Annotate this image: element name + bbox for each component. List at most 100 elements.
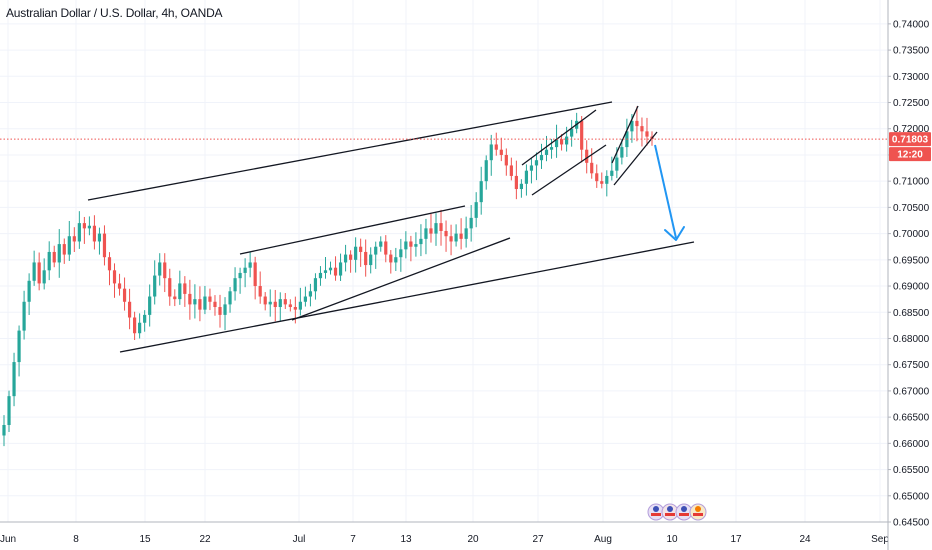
trendlines[interactable]	[87, 101, 695, 353]
candle-body	[203, 296, 207, 310]
candle-body	[198, 299, 202, 310]
candle-body	[474, 202, 478, 218]
candle-body	[122, 288, 127, 302]
candle-body	[399, 249, 403, 258]
x-tick-label: 7	[350, 534, 356, 545]
candle-body	[359, 246, 363, 252]
candle-body	[610, 170, 614, 176]
candle-body	[57, 244, 61, 263]
projection-arrow[interactable]	[654, 144, 685, 241]
candle-body	[570, 128, 574, 137]
trendline[interactable]	[531, 144, 607, 196]
candle-body	[52, 251, 56, 263]
y-tick-label: 0.64500	[893, 518, 930, 529]
candle-body	[424, 228, 428, 239]
event-icon-dot	[681, 506, 687, 512]
candle-body	[62, 244, 66, 255]
candle-body	[354, 246, 358, 260]
candle-body	[228, 291, 232, 305]
candle-body	[253, 262, 257, 287]
y-tick-label: 0.67000	[893, 386, 930, 397]
candle-body	[489, 144, 493, 161]
candle-body	[313, 278, 318, 292]
candle-body	[640, 126, 644, 132]
candle-body	[509, 165, 513, 176]
candle-body	[12, 362, 16, 397]
trendline[interactable]	[87, 101, 613, 201]
last-price-badge	[889, 132, 931, 147]
candle-body	[208, 296, 212, 302]
candle-body	[263, 296, 267, 305]
candle-body	[414, 244, 418, 247]
candle-body	[554, 139, 559, 148]
x-tick-label: 10	[666, 534, 678, 545]
event-icon-dot	[695, 506, 701, 512]
candle-body	[183, 283, 187, 294]
candle-body	[544, 149, 549, 155]
candle-body	[238, 272, 242, 279]
candle-body	[519, 183, 523, 190]
x-tick-label: Jun	[0, 534, 16, 545]
trendline[interactable]	[239, 205, 466, 255]
trendline[interactable]	[291, 237, 511, 321]
y-tick-label: 0.70000	[893, 229, 930, 240]
candle-body	[218, 307, 222, 315]
candle-body	[293, 307, 297, 310]
candle-body	[620, 147, 624, 158]
trendline[interactable]	[611, 105, 639, 164]
candle-body	[273, 301, 277, 308]
candle-body	[565, 136, 569, 145]
trendline[interactable]	[119, 241, 695, 353]
candle-body	[193, 299, 197, 305]
candle-body	[92, 225, 97, 242]
y-tick-label: 0.68500	[893, 308, 930, 319]
candle-body	[47, 251, 51, 271]
event-icon-dot	[653, 506, 659, 512]
y-tick-label: 0.67500	[893, 360, 930, 371]
candle-body	[143, 314, 147, 323]
x-tick-label: Aug	[594, 534, 612, 545]
candle-body	[374, 246, 378, 255]
candle-body	[173, 296, 177, 300]
x-tick-label: 22	[199, 534, 211, 545]
candle-body	[213, 301, 217, 308]
trendline[interactable]	[613, 131, 658, 186]
candle-body	[102, 233, 107, 258]
candle-body	[278, 299, 282, 308]
chart-title: Australian Dollar / U.S. Dollar, 4h, OAN…	[6, 6, 223, 20]
x-tick-label: 15	[139, 534, 151, 545]
candles	[2, 106, 654, 447]
candle-body	[138, 322, 142, 334]
event-icon-stripe	[693, 513, 703, 516]
candle-body	[168, 278, 172, 297]
last-price-value: 0.71803	[892, 135, 929, 146]
candle-body	[27, 280, 31, 302]
candle-body	[248, 262, 252, 268]
candle-body	[349, 254, 353, 260]
y-tick-label: 0.73500	[893, 46, 930, 57]
trendline[interactable]	[521, 109, 597, 166]
candle-body	[464, 228, 468, 239]
event-icon-dot	[667, 506, 673, 512]
candle-body	[409, 241, 413, 247]
candle-body	[499, 149, 503, 155]
candle-body	[449, 236, 453, 242]
candle-body	[283, 299, 287, 305]
event-icons[interactable]	[647, 503, 707, 521]
candle-body	[580, 120, 584, 150]
candle-body	[97, 233, 102, 242]
candle-body	[72, 236, 76, 242]
candle-body	[605, 175, 609, 184]
y-tick-label: 0.68000	[893, 334, 930, 345]
candle-body	[524, 170, 529, 184]
candle-body	[22, 301, 26, 331]
candle-body	[469, 217, 473, 229]
candle-body	[268, 301, 272, 305]
candle-body	[117, 283, 122, 289]
candle-body	[223, 304, 227, 315]
candle-body	[112, 270, 117, 284]
candle-body	[419, 238, 423, 245]
candle-body	[454, 233, 458, 242]
